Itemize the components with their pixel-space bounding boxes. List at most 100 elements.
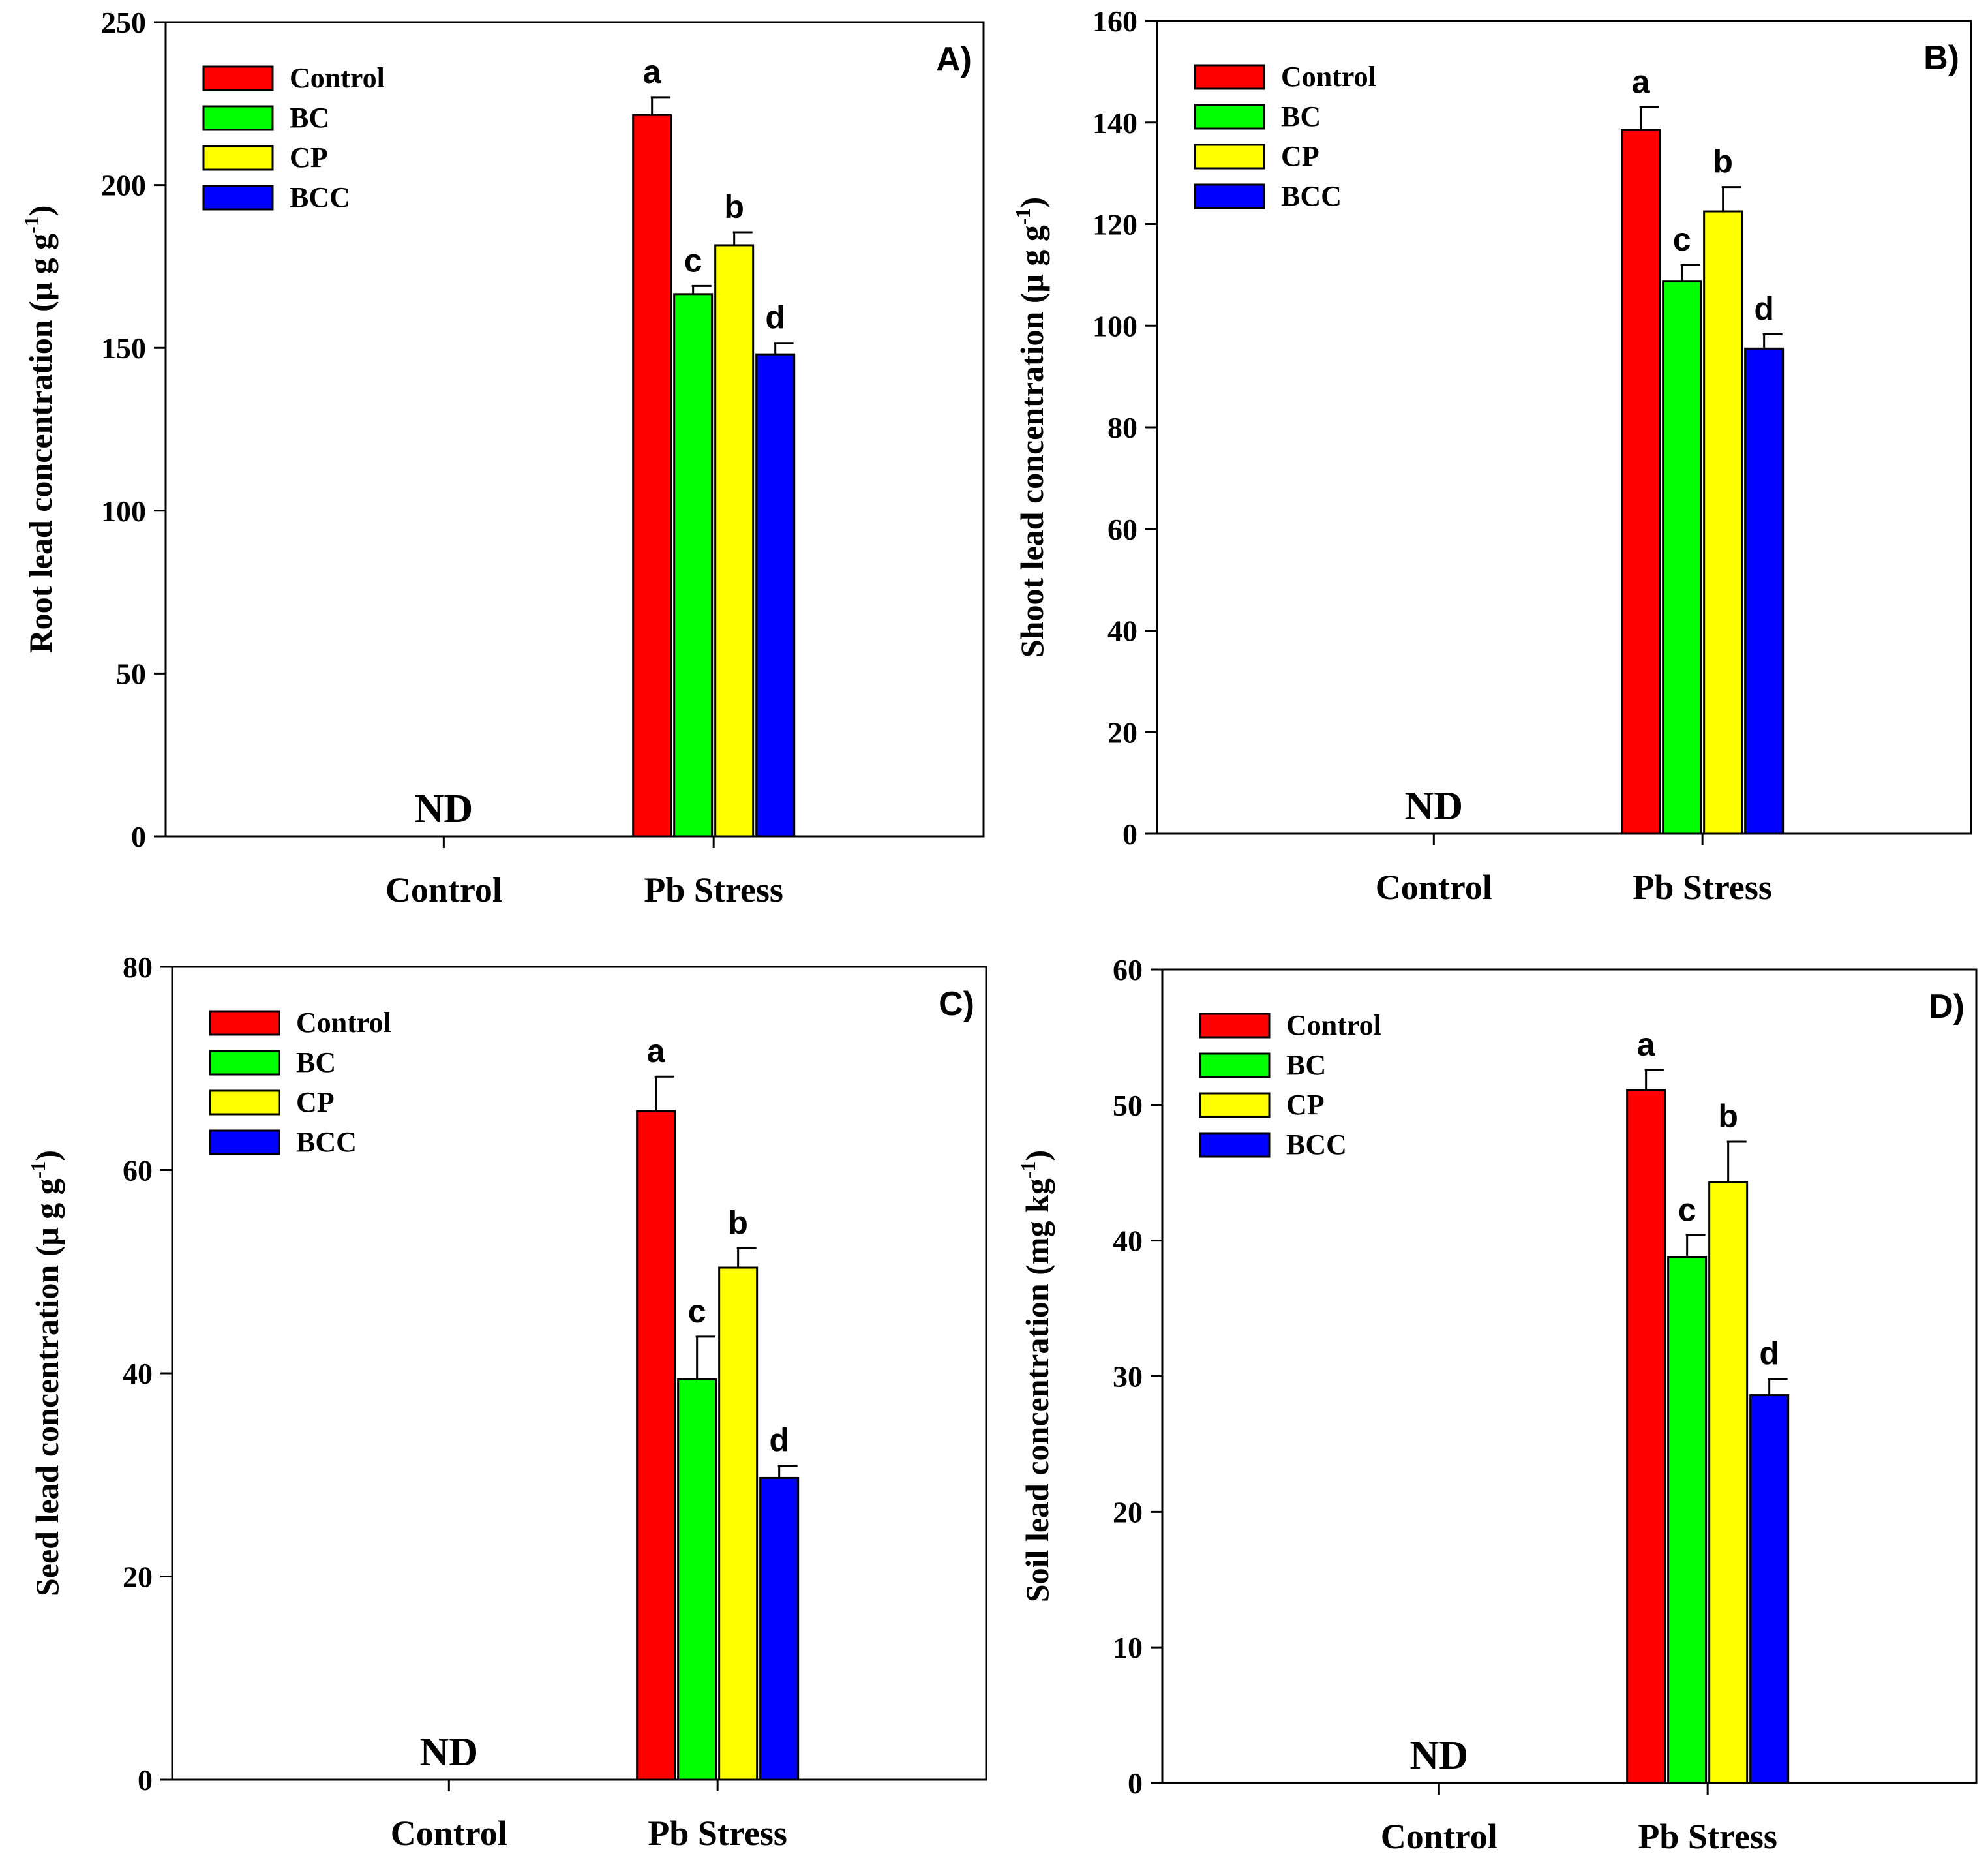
legend-label: CP — [296, 1086, 335, 1118]
bar-bc — [673, 293, 714, 838]
x-tick-label: Pb Stress — [1638, 1817, 1777, 1856]
y-tick-label: 0 — [1128, 1767, 1143, 1800]
bar-cp — [718, 1266, 759, 1781]
legend-label: BCC — [296, 1126, 357, 1158]
y-tick-label: 80 — [123, 951, 153, 984]
legend-label: BCC — [290, 181, 350, 213]
y-tick-label: 10 — [1113, 1631, 1143, 1664]
legend-label: Control — [1281, 61, 1376, 93]
legend-swatch — [202, 145, 274, 171]
legend-swatch — [209, 1089, 280, 1116]
significance-letter: d — [765, 299, 785, 336]
y-tick-label: 100 — [1092, 309, 1137, 343]
x-tick-label: Control — [385, 870, 502, 909]
not-detected-label: ND — [1410, 1733, 1469, 1778]
legend-label: BC — [290, 102, 329, 134]
bar-control — [636, 1110, 676, 1781]
legend-swatch — [202, 105, 274, 131]
y-axis-label: Root lead concentration (μ g g-1) — [20, 206, 59, 654]
y-tick-label: 60 — [1113, 953, 1143, 986]
bar-bcc — [1749, 1394, 1790, 1784]
legend-swatch — [202, 65, 274, 91]
significance-letter: c — [1678, 1191, 1696, 1228]
chart-panel-4: 0 10 20 30 40 50 60 Soil lead concentration (mg… — [1016, 953, 1978, 1856]
legend-swatch — [209, 1129, 280, 1155]
y-tick-label: 60 — [123, 1154, 153, 1187]
chart-panel-1: 0 50 100 150 200 250 Root lead concentration (… — [20, 6, 985, 909]
y-tick-label: 100 — [101, 495, 146, 528]
y-tick-label: 20 — [123, 1561, 153, 1594]
bar-bcc — [755, 353, 796, 838]
x-tick-label: Pb Stress — [648, 1814, 787, 1853]
bar-control — [1621, 129, 1661, 835]
legend-swatch — [1199, 1052, 1271, 1078]
x-tick-label: Pb Stress — [644, 870, 783, 909]
legend-label: Control — [1286, 1009, 1381, 1041]
y-tick-label: 40 — [123, 1357, 153, 1390]
significance-letter: b — [728, 1204, 748, 1241]
significance-letter: b — [1713, 144, 1733, 180]
y-tick-label: 200 — [101, 169, 146, 202]
legend-label: Control — [296, 1007, 391, 1039]
significance-letter: a — [647, 1033, 666, 1069]
y-axis-label: Shoot lead concentration (μ g g-1) — [1011, 197, 1050, 658]
y-tick-label: 40 — [1107, 615, 1137, 648]
bar-bc — [677, 1378, 717, 1781]
y-tick-label: 0 — [1122, 817, 1137, 851]
x-tick-label: Control — [391, 1814, 507, 1853]
y-tick-label: 30 — [1113, 1360, 1143, 1394]
significance-letter: c — [684, 242, 702, 279]
legend-swatch — [1199, 1132, 1271, 1158]
y-tick-label: 0 — [138, 1763, 153, 1797]
panel-label: B) — [1923, 39, 1959, 77]
x-tick-label: Control — [1381, 1817, 1498, 1856]
legend-swatch — [1199, 1092, 1271, 1118]
legend-label: BC — [1286, 1049, 1326, 1081]
y-tick-label: 140 — [1092, 106, 1137, 140]
bar-cp — [1703, 210, 1743, 835]
legend-label: BC — [1281, 100, 1321, 132]
legend-swatch — [1194, 64, 1265, 90]
bar-bcc — [1744, 347, 1785, 835]
y-tick-label: 40 — [1113, 1225, 1143, 1258]
y-tick-label: 160 — [1092, 5, 1137, 38]
not-detected-label: ND — [415, 787, 474, 831]
y-tick-label: 50 — [116, 657, 146, 690]
significance-letter: b — [724, 189, 744, 225]
y-tick-label: 20 — [1107, 716, 1137, 749]
significance-letter: d — [1754, 290, 1774, 327]
y-tick-label: 150 — [101, 331, 146, 365]
legend-label: BCC — [1286, 1129, 1347, 1161]
bar-bc — [1662, 280, 1702, 835]
legend-swatch — [1194, 144, 1265, 170]
significance-letter: b — [1718, 1098, 1738, 1135]
x-tick-label: Pb Stress — [1633, 868, 1772, 907]
significance-letter: a — [643, 53, 662, 90]
legend-swatch — [202, 185, 274, 211]
plot-frame — [164, 21, 985, 838]
legend-swatch — [209, 1050, 280, 1076]
legend-label: BC — [296, 1046, 336, 1078]
x-tick-label: Control — [1376, 868, 1492, 907]
panel-label: A) — [936, 40, 972, 78]
significance-letter: a — [1637, 1026, 1656, 1063]
y-tick-label: 50 — [1113, 1089, 1143, 1122]
y-tick-label: 250 — [101, 6, 146, 39]
legend-label: CP — [1286, 1089, 1325, 1121]
y-axis-label: Soil lead concentration (mg kg-1) — [1016, 1150, 1055, 1602]
legend-swatch — [1194, 104, 1265, 130]
y-tick-label: 120 — [1092, 208, 1137, 241]
y-tick-label: 20 — [1113, 1495, 1143, 1529]
not-detected-label: ND — [420, 1730, 479, 1774]
legend-label: CP — [290, 142, 328, 174]
significance-letter: a — [1632, 63, 1651, 100]
panel-label: C) — [939, 985, 974, 1023]
y-tick-label: 0 — [131, 820, 146, 853]
bar-control — [1626, 1089, 1666, 1784]
y-axis-label: Seed lead concentration (μ g g-1) — [26, 1150, 65, 1596]
y-tick-label: 60 — [1107, 513, 1137, 546]
not-detected-label: ND — [1405, 784, 1464, 829]
plot-frame — [171, 966, 987, 1781]
significance-letter: c — [688, 1293, 706, 1330]
bar-bc — [1667, 1256, 1708, 1784]
